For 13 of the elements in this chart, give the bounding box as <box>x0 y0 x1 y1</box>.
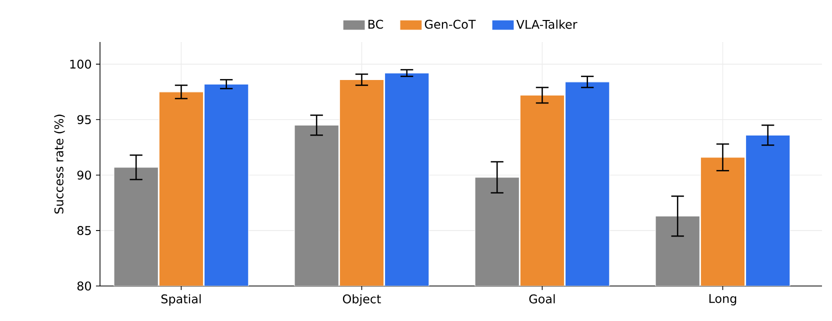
y-tick-label: 90 <box>77 170 92 180</box>
y-tick-label: 85 <box>77 226 91 236</box>
y-tick-label: 95 <box>77 115 91 124</box>
x-tick-label: Goal <box>529 294 555 304</box>
y-tick-label: 100 <box>70 60 92 69</box>
x-tick-label: Object <box>342 294 381 306</box>
x-tick-label: Long <box>709 294 736 306</box>
legend-label: BC <box>368 20 384 29</box>
legend-label: Gen-CoT <box>424 20 476 29</box>
x-tick-label: Spatial <box>161 294 201 306</box>
y-axis-title: Success rate (%) <box>54 114 65 214</box>
legend-label: VLA-Talker <box>516 20 578 29</box>
y-tick-label: 80 <box>77 281 92 291</box>
